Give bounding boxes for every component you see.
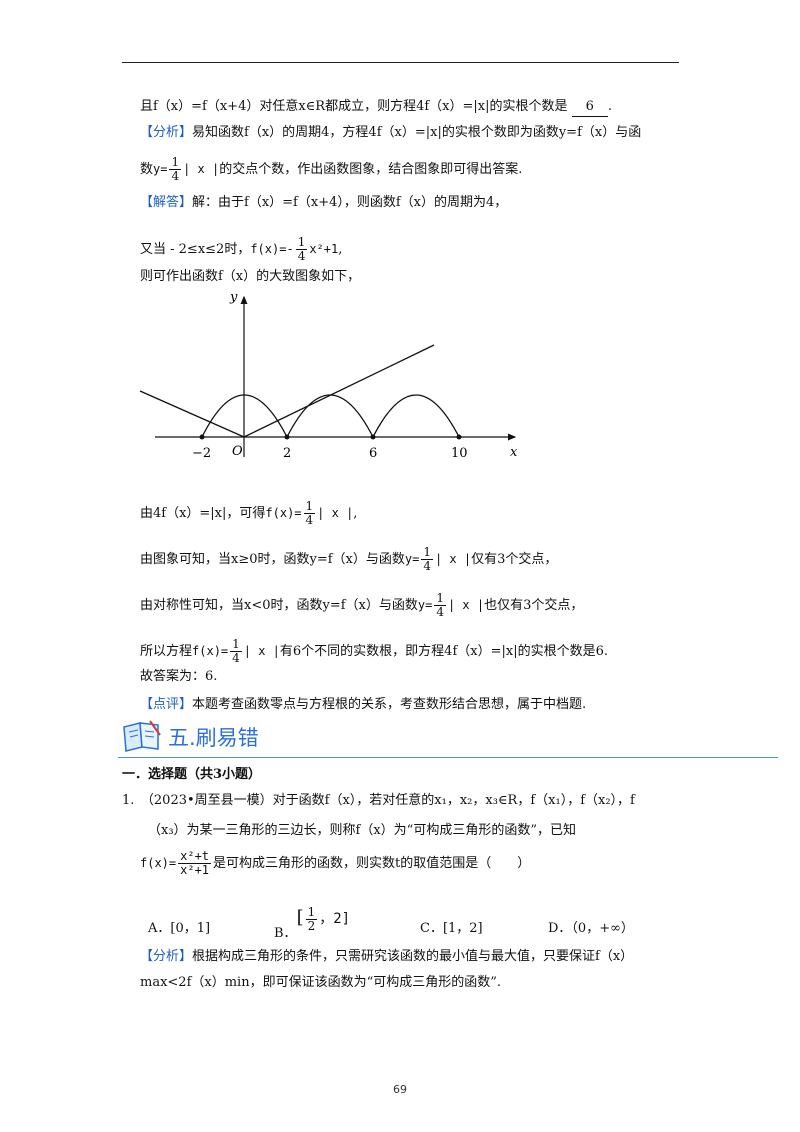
point: [456, 434, 462, 440]
text-line: 由对称性可知，当x<0时，函数y=f（x）与函数y= 1 4 | x |也仅有3个交点…: [140, 591, 584, 619]
origin-label: O: [232, 444, 243, 459]
analysis-tag: 【分析】: [140, 125, 193, 140]
option-a[interactable]: A．[0，1]: [148, 921, 211, 936]
comment-line: 【点评】本题考查函数零点与方程根的关系，考查数形结合思想，属于中档题.: [140, 697, 587, 712]
text-line: 又当 - 2≤x≤2时，f(x)=- 1 4 x²+1,: [140, 235, 343, 263]
text-line: 由4f（x）=|x|，可得f(x)= 1 4 | x |,: [140, 499, 358, 527]
subsection-title: 一．选择题（共3小题）: [122, 767, 262, 782]
comment-tag: 【点评】: [140, 697, 193, 712]
question-line: （x₃）为某一三角形的三边长，则称f（x）为“可构成三角形的函数”，已知: [148, 823, 576, 838]
tick-label: 10: [451, 446, 468, 461]
text-line: 由图象可知，当x≥0时，函数y=f（x）与函数y= 1 4 | x |仅有3个交点，: [140, 545, 558, 573]
line-left: [139, 390, 245, 438]
solution-tag: 【解答】: [140, 195, 193, 210]
analysis-line: 【分析】易知函数f（x）的周期4，方程4f（x）=|x|的实根个数即为函数y=f…: [140, 125, 642, 140]
book-icon: [123, 720, 161, 752]
solution-line: 【解答】解：由于f（x）=f（x+4），则函数f（x）的周期为4，: [140, 195, 508, 210]
text-line: 故答案为：6.: [140, 669, 218, 684]
line-right: [243, 344, 435, 438]
tick-label: 6: [369, 446, 377, 461]
answer-blank: 6: [571, 98, 608, 117]
fraction: x²+t x²+1: [178, 849, 212, 877]
option-d[interactable]: D．（0，+∞）: [548, 921, 634, 936]
arch-2: [286, 394, 374, 438]
point: [199, 434, 205, 440]
text-line: 所以方程f(x)= 1 4 | x |有6个不同的实数根，即方程4f（x）=|x|的实…: [140, 637, 608, 665]
header-rule: [122, 62, 679, 63]
section-title: 五.刷易错: [168, 726, 259, 750]
analysis-line: max<2f（x）min，即可保证该函数为“可构成三角形的函数”.: [140, 975, 501, 990]
function-graph: y x O −2 2 6 10: [139, 290, 518, 461]
page-number: 69: [393, 1083, 407, 1096]
arch-1: [201, 394, 288, 438]
tick-label: 2: [283, 446, 291, 461]
question-line: f(x)= x²+t x²+1 是可构成三角形的函数，则实数t的取值范围是（ ）: [140, 849, 531, 877]
question-line: 1. （2023•周至县一模）对于函数f（x），若对任意的x₁，x₂，x₃∈R，…: [122, 793, 635, 808]
arch-3: [372, 394, 460, 438]
point: [370, 434, 376, 440]
section-rule: [118, 757, 778, 758]
tick-label: −2: [192, 446, 211, 461]
text-line: 且f（x）=f（x+4）对任意x∈R都成立，则方程4f（x）=|x|的实根个数是…: [140, 98, 612, 117]
x-label: x: [510, 445, 518, 460]
analysis-line: 【分析】根据构成三角形的条件，只需研究该函数的最小值与最大值，只要保证f（x）: [140, 949, 634, 964]
text-line: 数y= 1 4 | x |的交点个数，作出函数图象，结合图象即可得出答案.: [140, 155, 523, 183]
point: [284, 434, 290, 440]
text-line: 则可作出函数f（x）的大致图象如下，: [140, 269, 361, 284]
analysis-tag: 【分析】: [140, 949, 193, 964]
option-b[interactable]: B．[1 2 ，2]: [274, 905, 351, 942]
option-c[interactable]: C．[1，2]: [420, 921, 483, 936]
y-label: y: [229, 290, 238, 305]
